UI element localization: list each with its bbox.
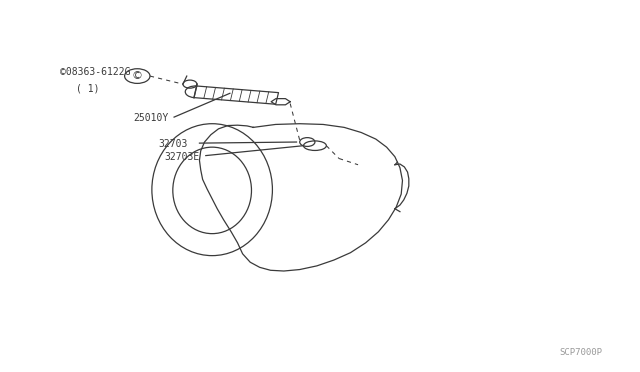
Text: ( 1): ( 1) <box>76 84 99 94</box>
Text: ©08363-6122G: ©08363-6122G <box>60 67 131 77</box>
Text: 25010Y: 25010Y <box>133 113 168 123</box>
Text: 32703: 32703 <box>158 139 188 149</box>
Text: SCP7000P: SCP7000P <box>559 348 602 357</box>
Text: 32703E: 32703E <box>164 153 200 163</box>
Text: ©: © <box>132 71 143 81</box>
